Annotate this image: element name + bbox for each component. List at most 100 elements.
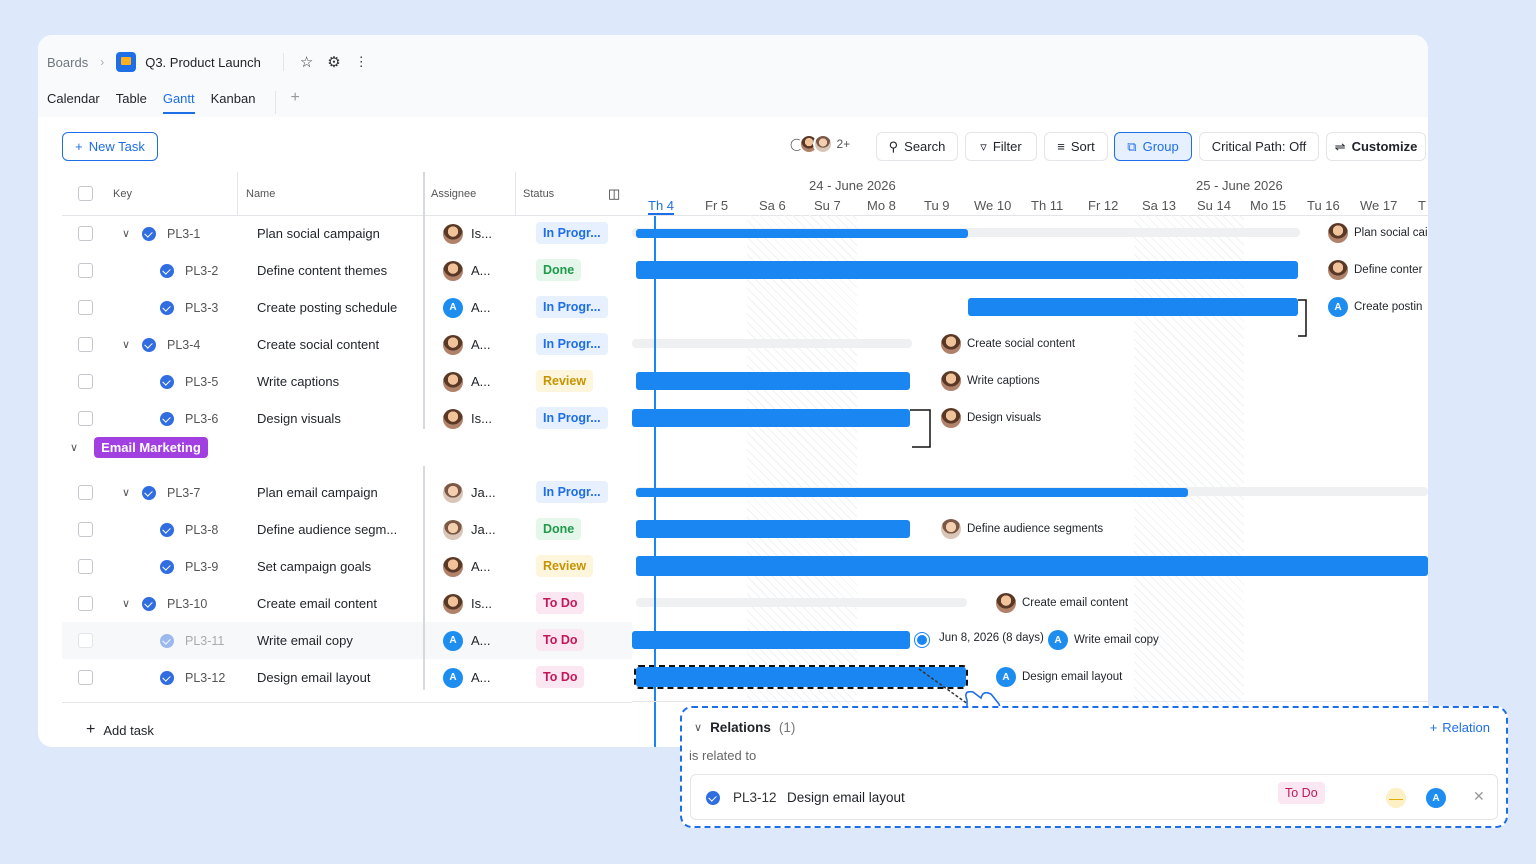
- sort-button[interactable]: ≡ Sort: [1044, 132, 1108, 161]
- chevron-down-icon[interactable]: ∨: [122, 487, 131, 499]
- task-assignee[interactable]: A A...: [443, 659, 491, 696]
- task-name[interactable]: Create email content: [257, 596, 377, 611]
- relation-status[interactable]: To Do: [1278, 782, 1325, 804]
- task-name[interactable]: Create posting schedule: [257, 300, 398, 315]
- task-assignee[interactable]: A...: [443, 252, 491, 289]
- task-key[interactable]: PL3-1: [167, 226, 201, 241]
- column-assignee[interactable]: Assignee: [431, 187, 477, 200]
- status-badge[interactable]: To Do: [536, 666, 585, 688]
- task-key[interactable]: PL3-4: [167, 337, 201, 352]
- table-row[interactable]: PL3-9 Set campaign goals A... Review: [62, 548, 632, 585]
- settings-icon[interactable]: ⚙: [327, 54, 341, 71]
- column-status[interactable]: Status: [523, 187, 555, 200]
- tab-calendar[interactable]: Calendar: [47, 91, 100, 106]
- task-key[interactable]: PL3-12: [185, 670, 226, 685]
- task-name[interactable]: Create social content: [257, 337, 380, 352]
- row-checkbox[interactable]: [78, 548, 93, 585]
- row-checkbox[interactable]: [78, 289, 93, 326]
- row-checkbox[interactable]: [78, 659, 93, 696]
- table-row[interactable]: ∨ PL3-10 Create email content Is... To Do: [62, 585, 632, 622]
- task-name[interactable]: Plan social campaign: [257, 226, 380, 241]
- task-assignee[interactable]: Ja...: [443, 474, 496, 511]
- relation-item[interactable]: PL3-12 Design email layout To Do — A ✕: [690, 774, 1498, 820]
- task-key[interactable]: PL3-11: [185, 633, 225, 648]
- group-button[interactable]: ⧉ Group: [1114, 132, 1192, 161]
- task-key[interactable]: PL3-10: [167, 596, 208, 611]
- status-badge[interactable]: Done: [536, 259, 582, 281]
- customize-button[interactable]: ⇌ Customize: [1326, 132, 1426, 161]
- table-row[interactable]: PL3-5 Write captions A... Review: [62, 363, 632, 400]
- row-checkbox[interactable]: [78, 511, 93, 548]
- task-key[interactable]: PL3-6: [185, 411, 219, 426]
- column-name[interactable]: Name: [246, 187, 276, 200]
- gantt-bar[interactable]: [968, 298, 1298, 316]
- task-name[interactable]: Define content themes: [257, 263, 388, 278]
- task-key[interactable]: PL3-9: [185, 559, 219, 574]
- filter-button[interactable]: ▿ Filter: [965, 132, 1037, 161]
- task-assignee[interactable]: A...: [443, 363, 491, 400]
- task-name[interactable]: Write captions: [257, 374, 340, 389]
- tab-gantt[interactable]: Gantt: [162, 91, 195, 114]
- table-row[interactable]: ∨ PL3-4 Create social content A... In Progr.…: [62, 326, 632, 363]
- chevron-down-icon[interactable]: ∨: [70, 442, 79, 454]
- table-row[interactable]: PL3-2 Define content themes A... Done: [62, 252, 632, 289]
- close-icon[interactable]: ✕: [1473, 788, 1485, 804]
- column-key[interactable]: Key: [113, 187, 132, 200]
- gantt-bar[interactable]: [632, 631, 910, 649]
- gantt-bar[interactable]: [636, 261, 1298, 279]
- tab-kanban[interactable]: Kanban: [210, 91, 256, 106]
- task-assignee[interactable]: A A...: [443, 289, 491, 326]
- task-key[interactable]: PL3-2: [185, 263, 219, 278]
- status-badge[interactable]: To Do: [536, 592, 585, 614]
- relation-key[interactable]: PL3-12: [733, 790, 777, 805]
- gantt-label[interactable]: Define conter: [1328, 260, 1422, 280]
- task-key[interactable]: PL3-7: [167, 485, 201, 500]
- task-assignee[interactable]: A...: [443, 548, 491, 585]
- task-key[interactable]: PL3-8: [185, 522, 219, 537]
- task-key[interactable]: PL3-3: [185, 300, 219, 315]
- gantt-label[interactable]: Write captions: [941, 371, 1040, 391]
- table-row[interactable]: PL3-12 Design email layout A A... To Do: [62, 659, 632, 696]
- gantt-label[interactable]: A Write email copy: [1048, 630, 1159, 650]
- chevron-down-icon[interactable]: ∨: [122, 339, 131, 351]
- task-assignee[interactable]: Ja...: [443, 511, 496, 548]
- task-name[interactable]: Design visuals: [257, 411, 341, 426]
- table-row[interactable]: PL3-6 Design visuals Is... In Progr...: [62, 400, 632, 437]
- status-badge[interactable]: In Progr...: [536, 296, 608, 318]
- critical-path-button[interactable]: Critical Path: Off: [1199, 132, 1319, 161]
- row-checkbox[interactable]: [78, 326, 93, 363]
- gantt-bar[interactable]: [636, 556, 1428, 576]
- task-assignee[interactable]: A A...: [443, 622, 491, 659]
- task-name[interactable]: Design email layout: [257, 670, 371, 685]
- select-all-checkbox[interactable]: [78, 172, 93, 215]
- gantt-label[interactable]: Design visuals: [941, 408, 1041, 428]
- drag-handle[interactable]: [915, 633, 929, 647]
- chevron-down-icon[interactable]: ∨: [122, 228, 131, 240]
- status-badge[interactable]: In Progr...: [536, 333, 608, 355]
- gantt-label[interactable]: Define audience segments: [941, 519, 1103, 539]
- star-icon[interactable]: ☆: [299, 54, 314, 71]
- status-badge[interactable]: Review: [536, 555, 594, 577]
- row-checkbox[interactable]: [78, 622, 93, 659]
- task-key[interactable]: PL3-5: [185, 374, 219, 389]
- gantt-bar[interactable]: [636, 487, 1188, 497]
- row-checkbox[interactable]: [78, 474, 93, 511]
- gantt-label[interactable]: A Create postin: [1328, 297, 1422, 317]
- priority-medium-icon[interactable]: —: [1386, 788, 1406, 808]
- task-assignee[interactable]: Is...: [443, 585, 492, 622]
- row-checkbox[interactable]: [78, 215, 93, 252]
- status-badge[interactable]: To Do: [536, 629, 585, 651]
- gantt-bar[interactable]: [636, 228, 968, 238]
- chevron-down-icon[interactable]: ∨: [694, 722, 703, 734]
- status-badge[interactable]: Review: [536, 370, 594, 392]
- row-checkbox[interactable]: [78, 252, 93, 289]
- task-assignee[interactable]: Is...: [443, 215, 492, 252]
- gantt-label[interactable]: Create email content: [996, 593, 1128, 613]
- status-badge[interactable]: Done: [536, 518, 582, 540]
- row-checkbox[interactable]: [78, 400, 93, 437]
- table-row[interactable]: ∨ PL3-1 Plan social campaign Is... In Progr.…: [62, 215, 632, 252]
- task-name[interactable]: Plan email campaign: [257, 485, 378, 500]
- gantt-bar[interactable]: [636, 520, 910, 538]
- columns-icon[interactable]: ◫: [608, 185, 621, 201]
- gantt-label[interactable]: Plan social cai: [1328, 223, 1428, 243]
